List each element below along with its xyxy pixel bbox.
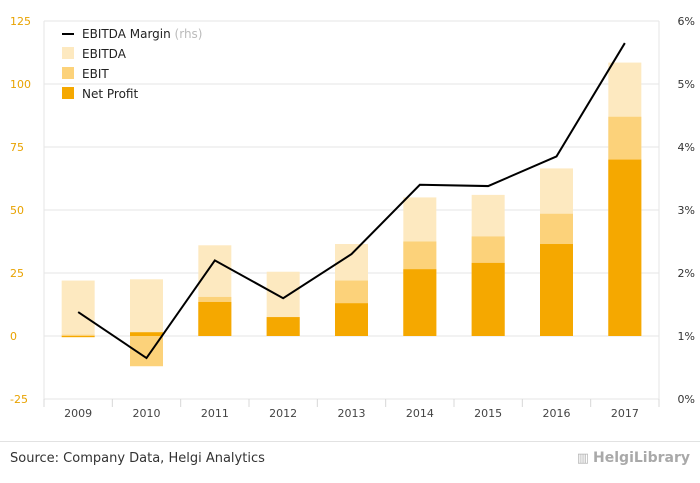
bar-net-profit	[198, 301, 232, 336]
legend-swatch	[62, 47, 74, 59]
line-ebitda-margin	[77, 42, 626, 360]
y-left-tick-label: 75	[10, 141, 24, 154]
y-right-tick-label: 4%	[678, 141, 695, 154]
bar-ebitda	[130, 279, 163, 336]
bar-net-profit	[403, 269, 437, 336]
x-tick-label: 2016	[543, 407, 571, 420]
y-right-tick-label: 5%	[678, 78, 695, 91]
y-right-tick-label: 0%	[678, 393, 695, 406]
x-tick-label: 2014	[406, 407, 434, 420]
x-tick-label: 2009	[64, 407, 92, 420]
y-right-tick-label: 1%	[678, 330, 695, 343]
bar-net-profit	[130, 332, 163, 336]
legend: EBITDA Margin (rhs) EBITDA EBIT Net Profit	[62, 27, 203, 101]
legend-swatch	[62, 67, 74, 79]
bars	[61, 62, 642, 367]
brand-name: HelgiLibrary	[593, 450, 690, 466]
legend-label-suffix: (rhs)	[175, 27, 203, 41]
x-tick-label: 2012	[269, 407, 297, 420]
library-icon: ▥	[576, 450, 590, 466]
bar-net-profit	[61, 336, 95, 338]
x-tick-label: 2011	[201, 407, 229, 420]
legend-label: Net Profit	[82, 87, 138, 101]
legend-label: EBIT	[82, 67, 109, 81]
y-right-tick-label: 6%	[678, 15, 695, 28]
legend-label: EBITDA Margin (rhs)	[82, 27, 203, 41]
y-left-tick-label: 50	[10, 204, 24, 217]
x-tick-label: 2015	[474, 407, 502, 420]
legend-label: EBITDA	[82, 47, 127, 61]
chart: -25 0 25 50 75 100 125 0% 1% 2% 3% 4% 5% 6% 2009 2010 20…	[10, 15, 695, 420]
bar-ebit	[61, 334, 95, 336]
axes: -25 0 25 50 75 100 125 0% 1% 2% 3% 4% 5% 6% 2009 2010 20…	[10, 15, 695, 420]
y-right-tick-label: 3%	[678, 204, 695, 217]
bar-net-profit	[335, 303, 368, 336]
x-tick-label: 2017	[611, 407, 639, 420]
y-left-tick-label: 125	[10, 15, 31, 28]
margin-line	[77, 42, 626, 360]
legend-swatch	[62, 87, 74, 99]
bar-net-profit	[266, 317, 300, 336]
y-left-tick-label: 100	[10, 78, 31, 91]
y-right-tick-label: 2%	[678, 267, 695, 280]
x-tick-label: 2013	[338, 407, 366, 420]
bar-net-profit	[540, 244, 573, 336]
brand-logo: ▥ HelgiLibrary	[577, 450, 690, 466]
y-left-tick-label: -25	[10, 393, 28, 406]
bar-ebitda	[61, 280, 95, 336]
bar-net-profit	[608, 159, 642, 336]
y-left-tick-label: 25	[10, 267, 24, 280]
bar-net-profit	[471, 262, 505, 336]
footer: Source: Company Data, Helgi Analytics ▥ …	[0, 441, 700, 483]
y-left-tick-label: 0	[10, 330, 17, 343]
x-tick-label: 2010	[133, 407, 161, 420]
source-text: Source: Company Data, Helgi Analytics	[10, 451, 265, 466]
